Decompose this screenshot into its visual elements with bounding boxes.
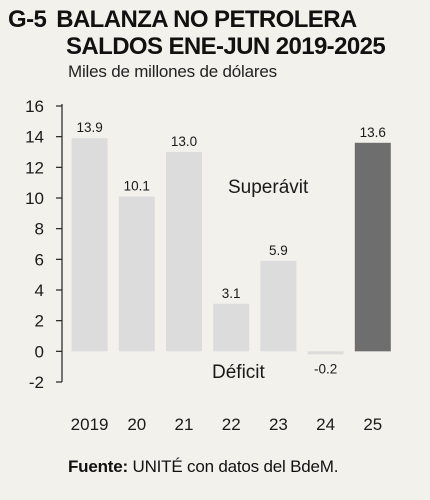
bar-value-label: 3.1 [222,286,241,301]
y-tick-label: 2 [35,312,44,331]
x-tick-label: 2019 [71,415,109,434]
y-tick-label: 0 [35,342,44,361]
title-main: BALANZA NO PETROLERA [56,6,357,33]
source-text: UNITÉ con datos del BdeM. [127,457,339,476]
y-tick-label: 8 [35,220,44,239]
y-tick-label: 4 [35,281,44,300]
chart-title: G-5 BALANZA NO PETROLERA SALDOS ENE-JUN 2… [8,6,424,60]
bar [213,303,250,352]
source-label: Fuente: [68,457,128,476]
x-tick-label: 24 [316,415,335,434]
x-tick-label: 20 [127,415,146,434]
source-note: Fuente: UNITÉ con datos del BdeM. [68,457,338,477]
bar-value-label: 13.0 [171,134,197,149]
y-tick-label: -2 [29,373,44,392]
bar-value-label: 5.9 [269,243,288,258]
bar [166,152,202,352]
bar [260,260,297,352]
bar-value-label: 13.6 [360,125,386,140]
title-line-1: G-5 BALANZA NO PETROLERA [8,6,424,33]
bar-value-label: -0.2 [314,361,337,376]
title-line-2: SALDOS ENE-JUN 2019-2025 [66,33,386,60]
x-tick-label: 21 [175,415,194,434]
x-tick-label: 23 [269,415,288,434]
x-tick-label: 25 [363,415,382,434]
y-tick-label: 16 [25,97,44,116]
bar [118,196,155,352]
y-tick-label: 14 [25,128,44,147]
bar [307,351,344,355]
y-tick-label: 10 [25,189,44,208]
chart-subtitle: Miles de millones de dólares [68,62,277,81]
bar-value-label: 13.9 [76,120,102,135]
chart-code: G-5 [8,6,47,33]
bar [71,138,108,352]
annotation-superavit: Superávit [228,177,309,198]
bar [354,142,391,352]
y-tick-label: 6 [35,250,44,269]
bar-value-label: 10.1 [124,178,150,193]
y-tick-label: 12 [25,158,44,177]
annotation-deficit: Déficit [212,362,266,383]
x-tick-label: 22 [222,415,241,434]
